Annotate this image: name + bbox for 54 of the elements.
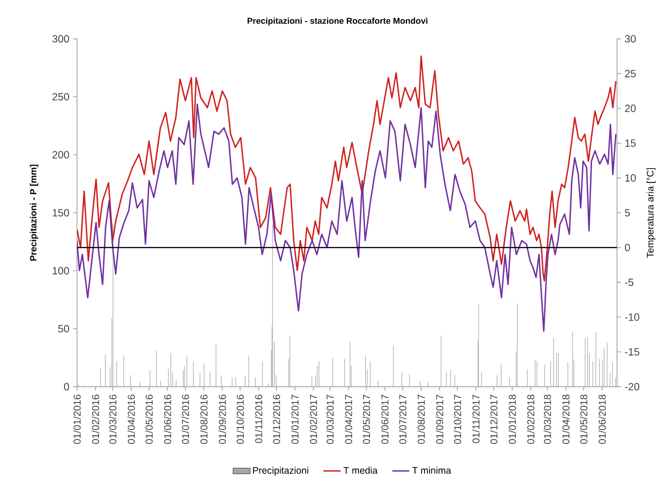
legend-label: Precipitazioni (253, 466, 308, 476)
x-tick-label: 01/02/2018 (527, 394, 534, 444)
y2-tick-label: -15 (625, 348, 640, 356)
x-tick-label: 01/01/2017 (291, 394, 299, 444)
y-tick-label: 100 (52, 267, 70, 274)
y-tick-label: 200 (52, 151, 70, 158)
y-tick-label: 300 (52, 35, 70, 43)
x-tick-label: 01/06/2017 (381, 394, 388, 444)
x-tick-label: 01/04/2016 (128, 394, 135, 444)
legend-label: T media (344, 466, 378, 474)
x-tick-label: 01/09/2017 (436, 394, 444, 444)
y-axis-title: Precipitazioni - P [mm] (30, 164, 38, 261)
y2-tick-label: 25 (625, 70, 636, 78)
x-tick-label: 01/07/2017 (398, 394, 406, 444)
y2-tick-label: -5 (625, 278, 634, 286)
y-tick-label: 150 (52, 209, 70, 216)
x-tick-label: 01/05/2018 (580, 394, 588, 444)
y2-tick-label: -20 (625, 382, 640, 390)
x-tick-label: 01/11/2017 (472, 394, 480, 444)
legend-label: T minima (412, 466, 452, 474)
x-tick-label: 01/06/2018 (598, 394, 606, 444)
y2-tick-label: 10 (625, 174, 636, 182)
y-tick-label: 250 (52, 93, 70, 100)
x-tick-label: 01/10/2016 (236, 394, 244, 444)
y2-tick-label: 5 (624, 209, 630, 216)
x-tick-label: 01/01/2016 (73, 394, 81, 444)
x-tick-label: 01/11/2016 (254, 394, 262, 444)
y2-tick-label: 20 (625, 104, 636, 112)
x-tick-label: 01/08/2016 (200, 394, 208, 444)
x-tick-label: 01/02/2017 (310, 394, 318, 444)
y2-tick-label: -10 (625, 313, 640, 321)
x-tick-label: 01/04/2018 (562, 394, 570, 444)
x-tick-label: 01/12/2016 (272, 394, 280, 444)
x-tick-label: 01/05/2017 (362, 394, 370, 444)
y2-tick-label: 30 (624, 35, 636, 43)
y2-tick-label: 15 (625, 140, 636, 147)
x-tick-label: 01/07/2016 (182, 394, 190, 444)
x-tick-label: 01/08/2017 (417, 394, 425, 444)
x-tick-label: 01/12/2017 (490, 394, 498, 444)
x-tick-label: 01/03/2016 (109, 394, 116, 444)
x-tick-label: 01/05/2016 (145, 394, 153, 444)
chart-title: Precipitazioni - stazione Roccaforte Mondovì (248, 17, 428, 26)
x-tick-label: 01/06/2016 (164, 394, 172, 444)
x-tick-label: 01/03/2018 (544, 394, 552, 444)
x-tick-label: 01/09/2016 (218, 394, 226, 444)
x-tick-label: 01/01/2018 (508, 394, 516, 444)
x-tick-label: 01/03/2017 (326, 394, 334, 444)
y-tick-label: 0 (64, 382, 70, 390)
x-tick-label: 01/02/2016 (92, 394, 100, 444)
y2-tick-label: 0 (624, 244, 630, 252)
y-tick-label: 50 (58, 324, 70, 332)
y2-axis-title: Temperatura aria [°C] (646, 168, 656, 258)
x-tick-label: 01/10/2017 (454, 394, 462, 444)
x-tick-label: 01/04/2017 (344, 394, 352, 444)
